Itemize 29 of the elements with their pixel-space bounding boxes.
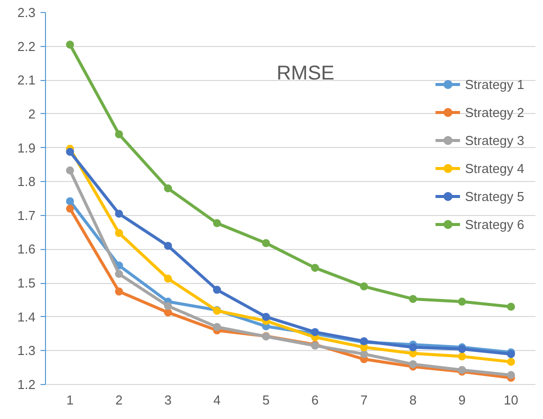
x-tick-label: 7: [360, 392, 368, 408]
y-tick-label: 2.2: [17, 38, 36, 54]
y-tick-label: 2.3: [17, 5, 36, 20]
y-tick-label: 1.9: [17, 140, 36, 156]
x-tick-label: 6: [311, 392, 319, 408]
y-tick-label: 1.4: [17, 309, 36, 324]
x-tick-label: 4: [213, 392, 221, 408]
x-tick-label: 10: [504, 392, 518, 408]
y-tick-label: 2.1: [17, 72, 36, 88]
x-tick-label: 9: [458, 392, 466, 408]
y-tick-label: 1.8: [17, 174, 36, 190]
y-tick-label: 2: [28, 106, 36, 122]
y-tick-label: 1.2: [17, 377, 36, 392]
legend-label: Strategy 6: [465, 216, 524, 232]
legend-label: Strategy 5: [465, 188, 524, 204]
y-tick-label: 1.3: [17, 343, 36, 358]
x-tick-label: 2: [115, 392, 123, 408]
text: RMSE: [276, 62, 334, 84]
legend-label: Strategy 1: [465, 76, 524, 92]
x-tick-label: 5: [262, 392, 270, 408]
x-tick-label: 1: [66, 392, 74, 408]
x-tick-label: 3: [164, 392, 172, 408]
x-tick-label: 8: [409, 392, 417, 408]
legend-label: Strategy 3: [465, 132, 524, 148]
y-tick-label: 1.5: [17, 276, 36, 291]
y-tick-label: 1.6: [17, 242, 36, 257]
y-tick-label: 1.7: [17, 208, 36, 223]
legend-label: Strategy 4: [465, 160, 524, 176]
legend-label: Strategy 2: [465, 104, 524, 120]
